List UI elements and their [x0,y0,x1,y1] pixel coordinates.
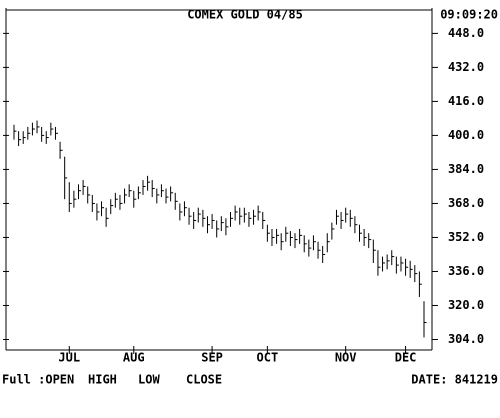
y-tick-label: 352.0 [448,230,484,244]
footer-field: LOW [138,373,160,387]
y-tick-label: 320.0 [448,298,484,312]
x-tick-label: NOV [335,351,357,365]
y-tick-label: 448.0 [448,26,484,40]
x-tick-label: SEP [201,351,223,365]
x-tick-label: DEC [395,351,417,365]
footer-field: HIGH [88,373,117,387]
y-tick-label: 384.0 [448,162,484,176]
y-tick-label: 304.0 [448,332,484,346]
y-tick-label: 368.0 [448,196,484,210]
y-tick-label: 416.0 [448,94,484,108]
y-tick-label: 400.0 [448,128,484,142]
clock: 09:09:20 [440,8,498,22]
footer-date: DATE: 841219 [411,373,498,387]
y-tick-label: 336.0 [448,264,484,278]
y-tick-label: 432.0 [448,60,484,74]
footer-mode: Full :OPEN [2,373,74,387]
chart-title: COMEX GOLD 04/85 [187,8,303,22]
x-tick-label: JUL [58,351,80,365]
x-tick-label: OCT [257,351,279,365]
x-tick-label: AUG [123,351,145,365]
footer-field: CLOSE [186,373,222,387]
